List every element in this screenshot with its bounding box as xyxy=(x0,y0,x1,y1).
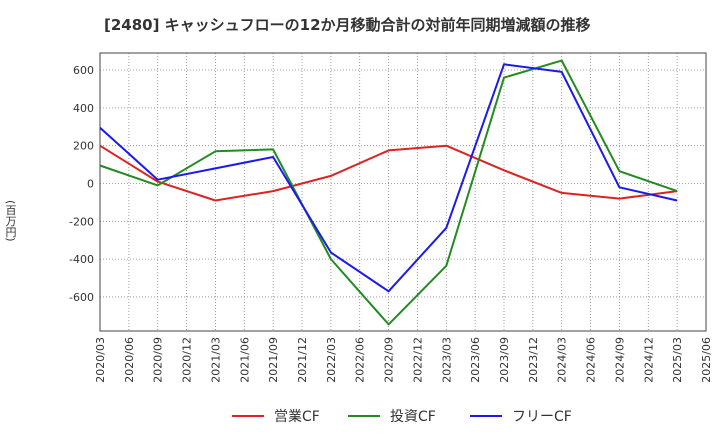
series-lines xyxy=(99,59,678,326)
x-tick-label: 2023/09 xyxy=(498,337,511,383)
x-tick-label: 2024/09 xyxy=(613,337,626,383)
x-tick-label: 2022/12 xyxy=(411,337,424,383)
y-tick-label: 0 xyxy=(87,177,94,190)
x-tick-label: 2022/09 xyxy=(383,337,396,383)
x-tick-label: 2020/03 xyxy=(94,337,107,383)
legend-item-investing-cf: 投資CF xyxy=(348,404,436,428)
legend-swatch-investing-cf xyxy=(348,415,380,417)
x-tick-label: 2022/03 xyxy=(325,337,338,383)
x-tick-label: 2021/06 xyxy=(238,337,251,383)
x-tick-label: 2024/06 xyxy=(585,337,598,383)
legend: 営業CF 投資CF フリーCF xyxy=(0,404,720,428)
x-tick-label: 2023/12 xyxy=(527,337,540,383)
x-tick-label: 2022/06 xyxy=(354,337,367,383)
x-tick-label: 2021/09 xyxy=(267,337,280,383)
series-line-free-cf xyxy=(99,63,678,293)
x-tick-label: 2024/12 xyxy=(642,337,655,383)
legend-item-free-cf: フリーCF xyxy=(470,404,572,428)
plot-frame xyxy=(99,52,707,332)
x-tick-label: 2023/06 xyxy=(469,337,482,383)
x-tick-label: 2020/09 xyxy=(152,337,165,383)
x-tick-label: 2025/03 xyxy=(671,337,684,383)
x-tick-label: 2021/12 xyxy=(296,337,309,383)
y-tick-labels: -600 -400 -200 0 200 400 600 xyxy=(69,64,94,304)
legend-label-operating-cf: 営業CF xyxy=(274,409,320,425)
y-tick-label: -400 xyxy=(69,253,94,266)
y-tick-label: 400 xyxy=(73,102,94,115)
series-line-operating-cf xyxy=(99,144,678,202)
x-tick-label: 2020/06 xyxy=(123,337,136,383)
y-tick-label: -600 xyxy=(69,291,94,304)
legend-swatch-operating-cf xyxy=(232,415,264,417)
legend-item-operating-cf: 営業CF xyxy=(232,404,320,428)
legend-label-free-cf: フリーCF xyxy=(512,409,572,425)
x-tick-label: 2021/03 xyxy=(209,337,222,383)
series-line-investing-cf xyxy=(99,59,678,326)
legend-swatch-free-cf xyxy=(470,415,502,417)
y-tick-label: -200 xyxy=(69,215,94,228)
y-tick-label: 200 xyxy=(73,140,94,153)
x-tick-label: 2023/03 xyxy=(440,337,453,383)
chart-title: [2480] キャッシュフローの12か月移動合計の対前年同期増減額の推移 xyxy=(104,16,591,34)
y-tick-label: 600 xyxy=(73,64,94,77)
y-axis-label: (百万円) xyxy=(4,200,17,242)
legend-label-investing-cf: 投資CF xyxy=(390,409,436,425)
x-tick-label: 2025/06 xyxy=(700,337,713,383)
x-tick-label: 2024/03 xyxy=(556,337,569,383)
x-tick-labels: 2020/03 2020/06 2020/09 2020/12 2021/03 2021/… xyxy=(94,337,713,383)
x-tick-label: 2020/12 xyxy=(181,337,194,383)
